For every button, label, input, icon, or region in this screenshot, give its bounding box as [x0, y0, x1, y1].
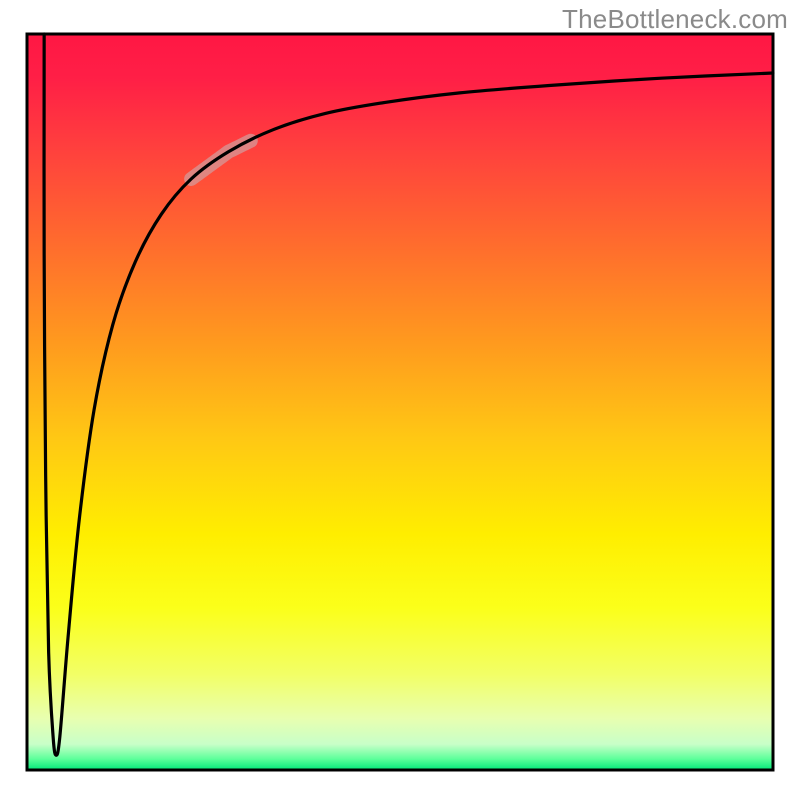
bottleneck-chart — [0, 0, 800, 800]
plot-background — [27, 34, 773, 770]
chart-container: TheBottleneck.com — [0, 0, 800, 800]
watermark-label: TheBottleneck.com — [562, 4, 788, 35]
